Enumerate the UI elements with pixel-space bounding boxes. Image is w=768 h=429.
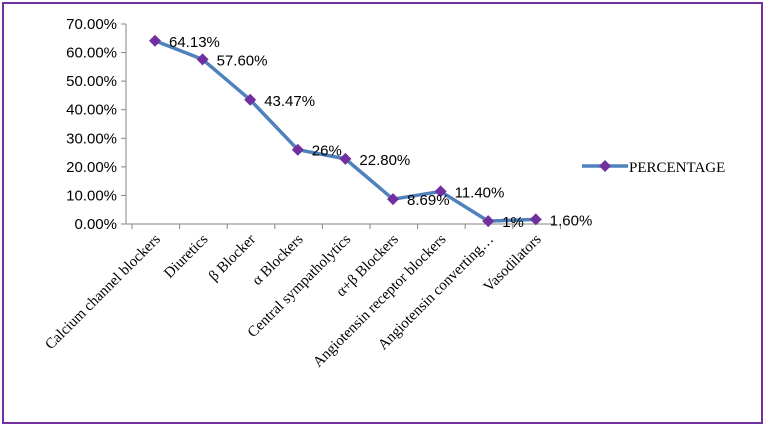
data-label: 11.40% <box>455 184 505 201</box>
data-point <box>244 93 257 106</box>
data-point <box>529 213 542 226</box>
legend-marker <box>599 160 611 172</box>
data-label: 57.60% <box>217 52 268 69</box>
chart-frame <box>2 2 763 424</box>
data-label: 8.69% <box>407 192 450 209</box>
series-percentage <box>149 34 542 228</box>
data-label: 26% <box>312 143 342 160</box>
data-point <box>434 185 447 198</box>
data-point <box>196 53 209 66</box>
x-tick-label: Diuretics <box>161 231 211 281</box>
y-tick-label: 10.00% <box>66 187 117 204</box>
data-point <box>482 215 495 228</box>
x-tick-label: Calcium channel blockers <box>42 231 164 353</box>
data-point <box>339 152 352 165</box>
data-point <box>387 193 399 206</box>
y-tick-label: 20.00% <box>66 159 117 176</box>
data-point <box>291 143 304 156</box>
y-tick-label: 30.00% <box>66 130 117 147</box>
y-tick-label: 60.00% <box>66 45 117 62</box>
data-label: 64.13% <box>169 34 220 51</box>
data-label: 1% <box>502 214 524 231</box>
data-point <box>149 34 161 47</box>
y-axis: 0.00% 10.00% 20.00% 30.00% 40.00% 50.00% 60.00… <box>66 16 127 233</box>
y-tick-label: 50.00% <box>66 73 117 90</box>
y-tick-label: 70.00% <box>66 16 117 33</box>
data-label: 1.60% <box>550 212 593 229</box>
y-tick-label: 40.00% <box>66 102 117 119</box>
data-label: 43.47% <box>264 93 315 110</box>
y-tick-label: 0.00% <box>74 216 117 233</box>
data-label: 22.80% <box>359 152 410 169</box>
legend-label: PERCENTAGE <box>629 160 725 176</box>
legend: PERCENTAGE <box>582 160 725 176</box>
data-labels: 64.13%57.60% 43.47% 26% 22.80% 8.69% 11.40% 1%… <box>169 34 592 231</box>
